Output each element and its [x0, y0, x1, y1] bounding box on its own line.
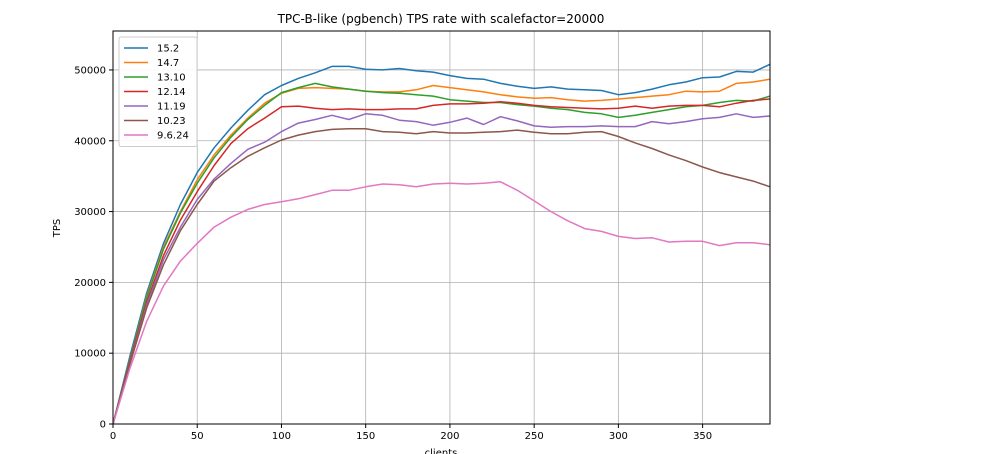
legend: 15.2 14.7 13.10 12.14 11.19 10.23 9.6.24: [118, 36, 198, 147]
x-tick-label: 300: [609, 431, 628, 442]
legend-label: 15.2: [157, 44, 179, 55]
x-tick-label: 250: [525, 431, 544, 442]
y-tick-label: 0: [100, 420, 106, 431]
series-line-13-10: [113, 82, 770, 424]
series-line-10-23: [113, 127, 770, 424]
series-line-15-2: [113, 63, 770, 424]
plot-frame: [112, 30, 771, 425]
chart-title: TPC-B-like (pgbench) TPS rate with scale…: [277, 12, 605, 26]
grid-lines: [112, 31, 770, 425]
x-axis-label: clients: [425, 448, 458, 454]
y-tick-label: 40000: [74, 136, 106, 147]
y-tick-label: 30000: [74, 207, 106, 218]
x-tick-label: 100: [272, 431, 291, 442]
legend-label: 11.19: [157, 102, 186, 113]
series-lines: [113, 63, 770, 424]
x-axis-ticks: 0 50 100 150 200 250 300 350: [110, 424, 712, 442]
y-tick-label: 10000: [74, 349, 106, 360]
y-axis-ticks: 0 10000 20000 30000 40000 50000: [74, 65, 113, 431]
legend-label: 9.6.24: [157, 131, 189, 142]
legend-items: 15.2 14.7 13.10 12.14 11.19 10.23 9.6.24: [124, 44, 189, 142]
y-tick-label: 50000: [74, 65, 106, 76]
series-line-9-6-24: [113, 181, 770, 424]
series-line-11-19: [113, 113, 770, 424]
x-tick-label: 350: [693, 431, 712, 442]
x-tick-label: 50: [191, 431, 204, 442]
series-line-14-7: [113, 78, 770, 424]
legend-label: 12.14: [157, 87, 186, 98]
series-line-12-14: [113, 98, 770, 424]
x-tick-label: 0: [110, 431, 116, 442]
y-axis-label: TPS: [52, 219, 63, 239]
x-tick-label: 150: [356, 431, 375, 442]
y-tick-label: 20000: [74, 278, 106, 289]
legend-box: [118, 36, 198, 147]
legend-label: 14.7: [157, 58, 179, 69]
legend-label: 10.23: [157, 116, 186, 127]
legend-label: 13.10: [157, 73, 186, 84]
x-tick-label: 200: [440, 431, 459, 442]
